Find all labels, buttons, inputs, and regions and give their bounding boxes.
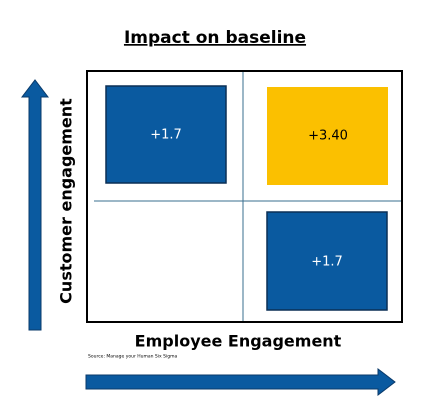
quadrant-label: +1.7 [150, 128, 182, 143]
source-note: Source: Manage your Human Six Sigma [88, 354, 177, 360]
quadrant-box [105, 85, 227, 184]
quadrant-label: +3.40 [308, 129, 348, 144]
quadrant-box [267, 87, 388, 185]
x-axis-label: Employee Engagement [135, 332, 342, 351]
y-axis-label: Customer engagement [57, 98, 76, 304]
quadrant-box [266, 211, 388, 311]
quadrant-label: +1.7 [311, 255, 343, 270]
title: Impact on baseline [124, 28, 306, 48]
x-arrow [85, 367, 396, 397]
y-arrow [20, 79, 50, 331]
